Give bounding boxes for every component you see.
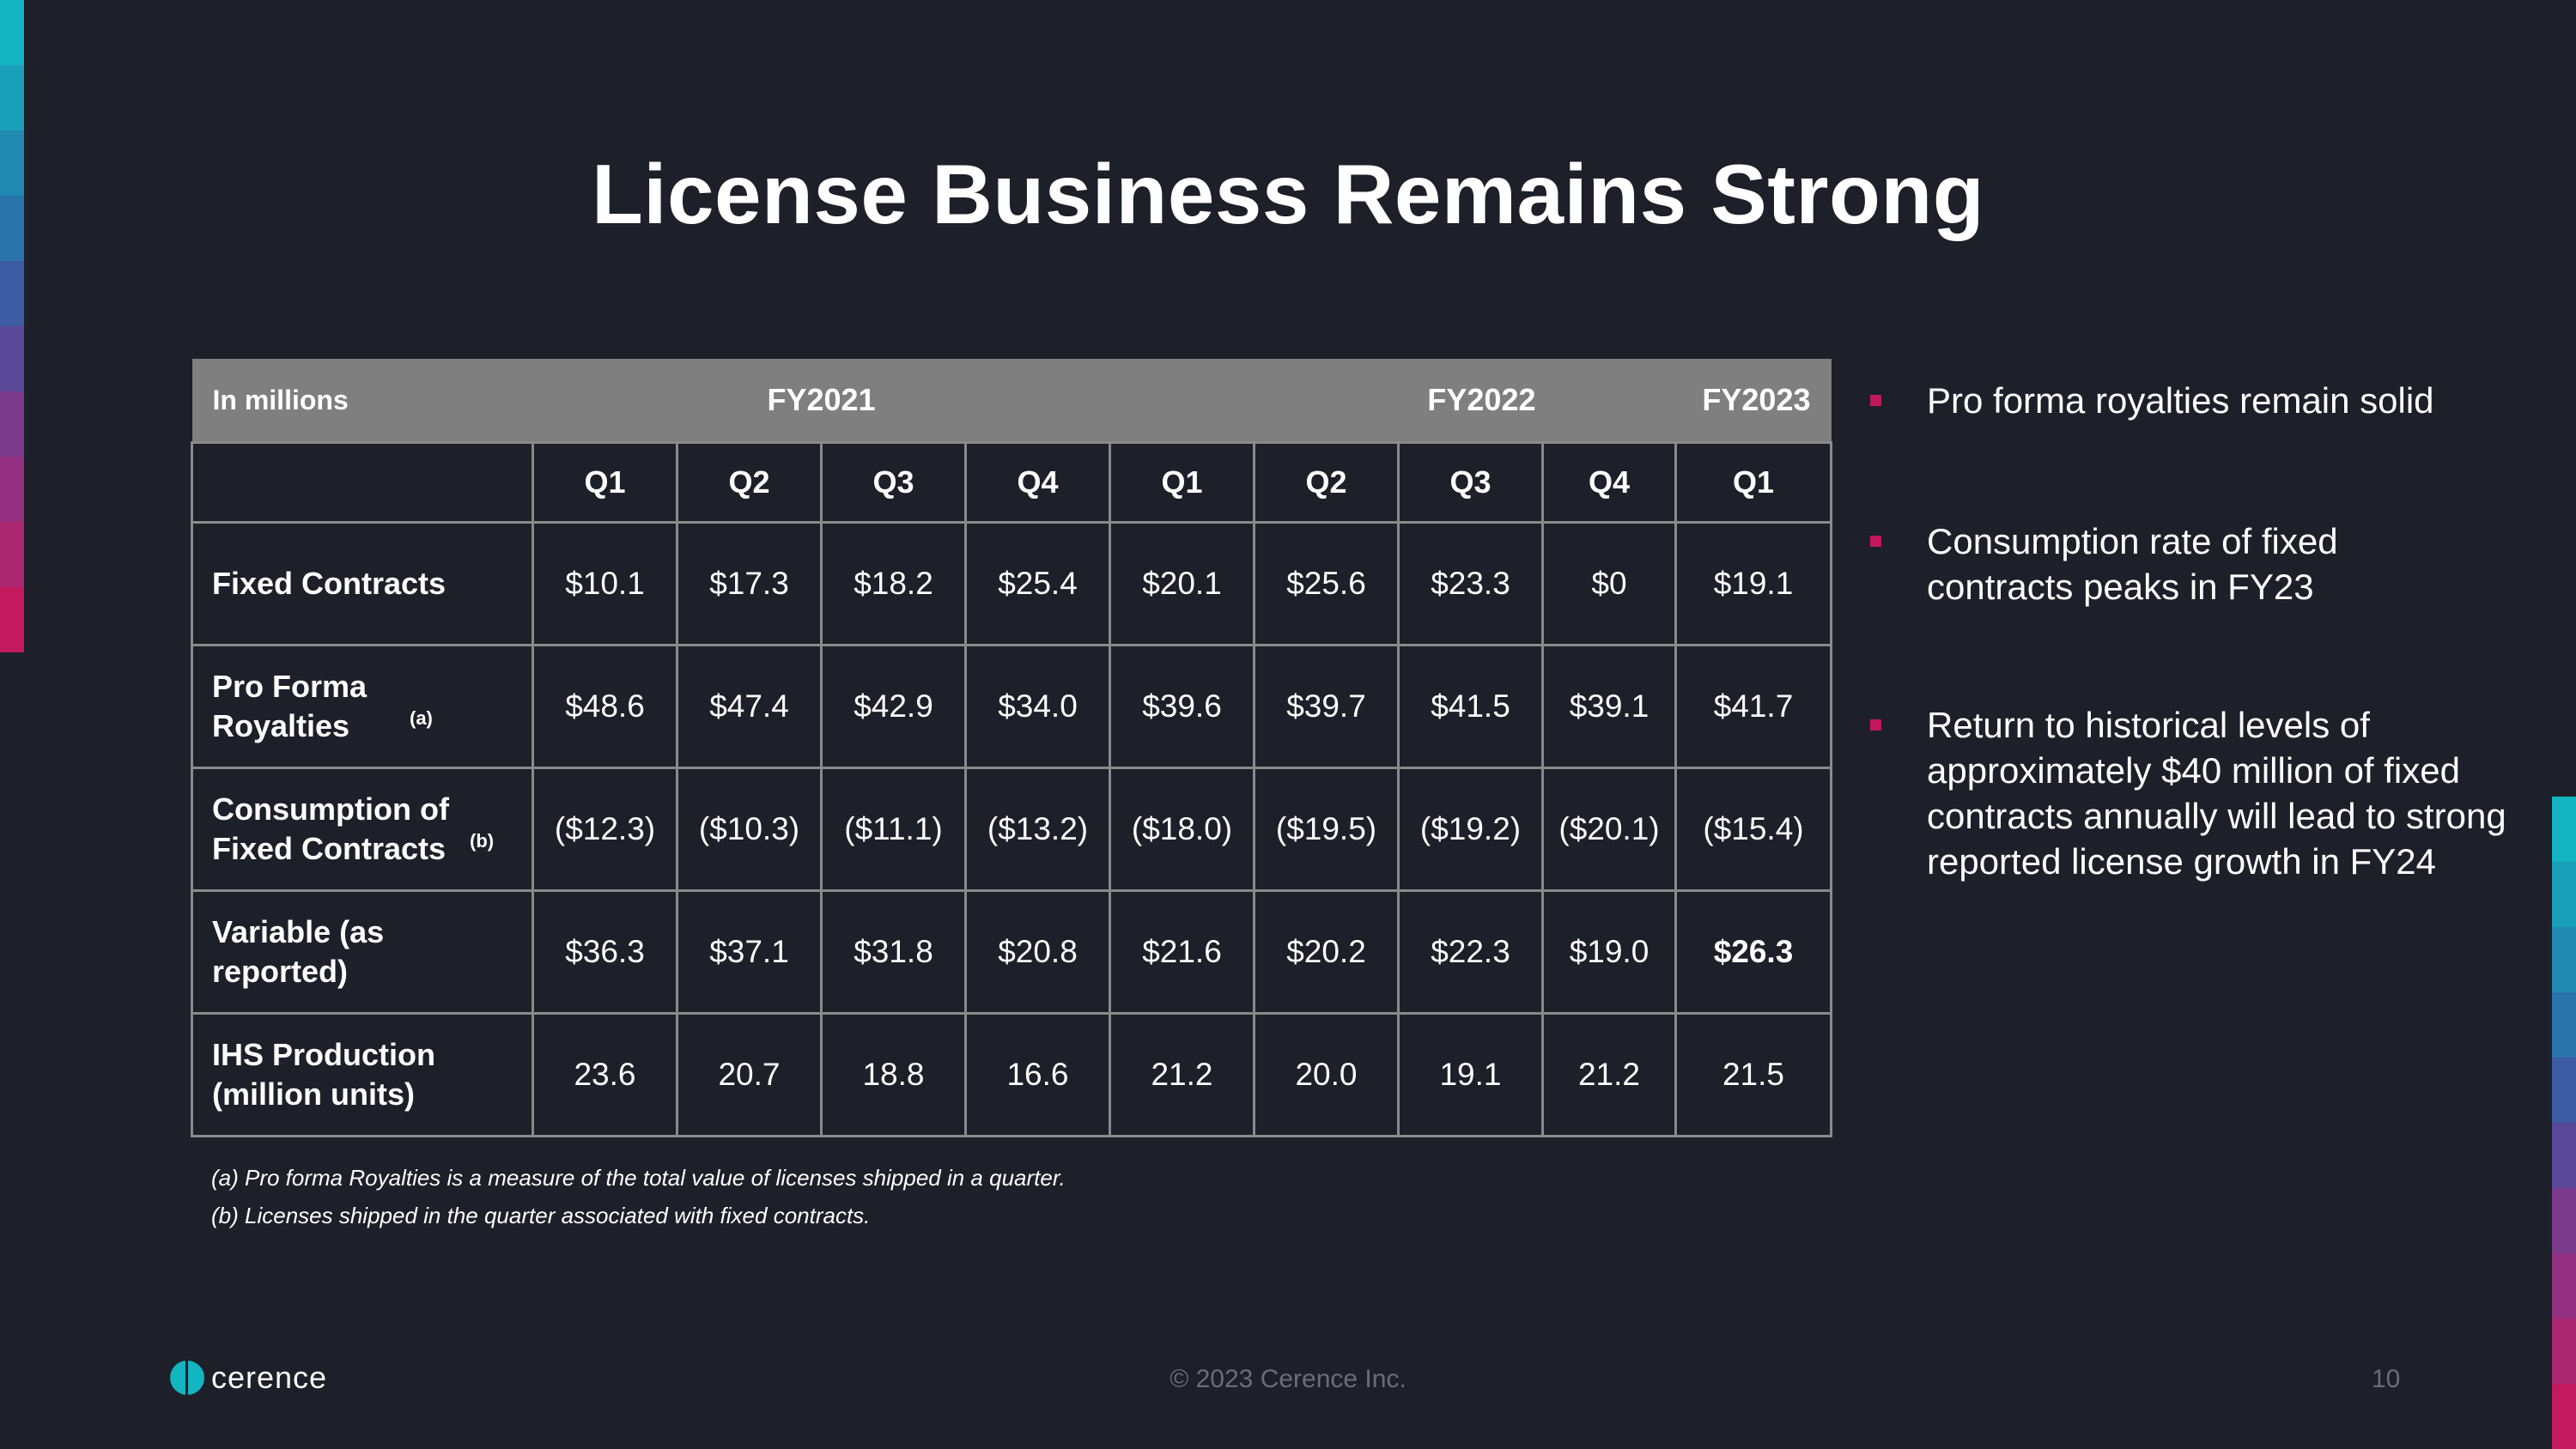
table-cell: $10.1 (532, 521, 678, 646)
table-cell: 20.7 (676, 1012, 823, 1137)
table-cell: $17.3 (676, 521, 823, 646)
table-row: IHS Production (million units) 23.6 20.7… (191, 1012, 1832, 1137)
table-cell: $39.1 (1541, 644, 1677, 769)
table-cell: $41.5 (1397, 644, 1544, 769)
quarter-header: Q4 (964, 441, 1111, 524)
table-cell: $22.3 (1397, 889, 1544, 1015)
footnote-marker: (a) (410, 707, 433, 729)
bullet-square-icon (1870, 719, 1881, 731)
table-cell: 20.0 (1253, 1012, 1400, 1137)
units-label: In millions (191, 359, 533, 443)
row-label: IHS Production (million units) (191, 1012, 534, 1137)
table-cell: $48.6 (532, 644, 678, 769)
table-cell: 18.8 (820, 1012, 967, 1137)
footnote-a: (a) Pro forma Royalties is a measure of … (211, 1165, 1066, 1191)
bullet-item: Return to historical levels of approxima… (1868, 702, 2511, 884)
table-cell: $39.6 (1109, 644, 1255, 769)
footnote-b: (b) Licenses shipped in the quarter asso… (211, 1203, 871, 1228)
table-cell: 19.1 (1397, 1012, 1544, 1137)
bullet-item: Consumption rate of fixed contracts peak… (1868, 518, 2459, 609)
table-cell: ($10.3) (676, 767, 823, 892)
bullet-square-icon (1870, 536, 1881, 547)
fy2021-header: FY2021 (532, 359, 1110, 443)
table-cell: $19.0 (1541, 889, 1677, 1015)
quarter-header: Q3 (1397, 441, 1544, 524)
table-cell: $41.7 (1674, 644, 1832, 769)
table-cell: $0 (1541, 521, 1677, 646)
footnotes: (a) Pro forma Royalties is a measure of … (211, 1159, 1066, 1234)
table-cell: 21.2 (1541, 1012, 1677, 1137)
cerence-logo: cerence (168, 1359, 327, 1397)
table-cell: ($11.1) (820, 767, 967, 892)
table-cell: ($13.2) (964, 767, 1111, 892)
table-cell: ($18.0) (1109, 767, 1255, 892)
table-cell: $31.8 (820, 889, 967, 1015)
table-cell: $37.1 (676, 889, 823, 1015)
row-label: Consumption of Fixed Contracts (b) (191, 767, 534, 892)
table-row: Variable (as reported) $36.3 $37.1 $31.8… (191, 889, 1832, 1015)
table-cell: $34.0 (964, 644, 1111, 769)
table-cell: 21.5 (1674, 1012, 1832, 1137)
quarter-header: Q1 (532, 441, 678, 524)
table-cell: $21.6 (1109, 889, 1255, 1015)
bullet-square-icon (1870, 395, 1881, 406)
table-cell: 23.6 (532, 1012, 678, 1137)
quarter-header: Q2 (676, 441, 823, 524)
table-cell: ($20.1) (1541, 767, 1677, 892)
table-cell: $47.4 (676, 644, 823, 769)
footnote-marker: (b) (470, 830, 495, 852)
table-cell: $20.8 (964, 889, 1111, 1015)
table-row: Fixed Contracts $10.1 $17.3 $18.2 $25.4 … (191, 521, 1832, 646)
copyright-text: © 2023 Cerence Inc. (1170, 1365, 1406, 1393)
table-cell: 21.2 (1109, 1012, 1255, 1137)
table-cell: 16.6 (964, 1012, 1111, 1137)
quarter-header: Q3 (820, 441, 967, 524)
table-cell: ($19.5) (1253, 767, 1400, 892)
table-cell: $36.3 (532, 889, 678, 1015)
table-row: Pro Forma Royalties (a) $48.6 $47.4 $42.9… (191, 644, 1832, 769)
row-label: Pro Forma Royalties (a) (191, 644, 534, 769)
table-cell: ($15.4) (1674, 767, 1832, 892)
table-row: Consumption of Fixed Contracts (b) ($12.3… (191, 767, 1832, 892)
quarter-header: Q2 (1253, 441, 1400, 524)
table-cell: ($12.3) (532, 767, 678, 892)
table-header-row: In millions FY2021 FY2022 FY2023 (191, 359, 1832, 443)
bullet-item: Pro forma royalties remain solid (1868, 378, 2434, 423)
slide-title: License Business Remains Strong (591, 147, 1985, 241)
table-cell-highlight: $26.3 (1674, 889, 1832, 1015)
logo-wordmark: cerence (211, 1360, 328, 1395)
table-cell: $39.7 (1253, 644, 1400, 769)
table-cell: $25.4 (964, 521, 1111, 646)
fy2023-header: FY2023 (1675, 359, 1832, 443)
table-cell: $25.6 (1253, 521, 1400, 646)
table-cell: $23.3 (1397, 521, 1544, 646)
quarter-header: Q4 (1541, 441, 1677, 524)
row-label: Fixed Contracts (191, 521, 534, 646)
table-cell: $20.1 (1109, 521, 1255, 646)
table-cell: $42.9 (820, 644, 967, 769)
left-accent-stripe (0, 0, 24, 652)
quarter-header: Q1 (1109, 441, 1255, 524)
fy2022-header: FY2022 (1109, 359, 1543, 443)
page-number: 10 (2372, 1365, 2401, 1393)
cerence-logo-icon (170, 1361, 204, 1395)
quarter-header: Q1 (1674, 441, 1832, 524)
table-cell: $20.2 (1253, 889, 1400, 1015)
license-data-table: In millions FY2021 FY2022 FY2023 Q1 Q2 Q… (191, 359, 1832, 1137)
table-cell: $18.2 (820, 521, 967, 646)
right-accent-stripe (2552, 797, 2576, 1449)
row-label: Variable (as reported) (191, 889, 534, 1015)
table-cell: ($19.2) (1397, 767, 1544, 892)
quarter-row: Q1 Q2 Q3 Q4 Q1 Q2 Q3 Q4 Q1 (191, 441, 1832, 524)
table-cell: $19.1 (1674, 521, 1832, 646)
